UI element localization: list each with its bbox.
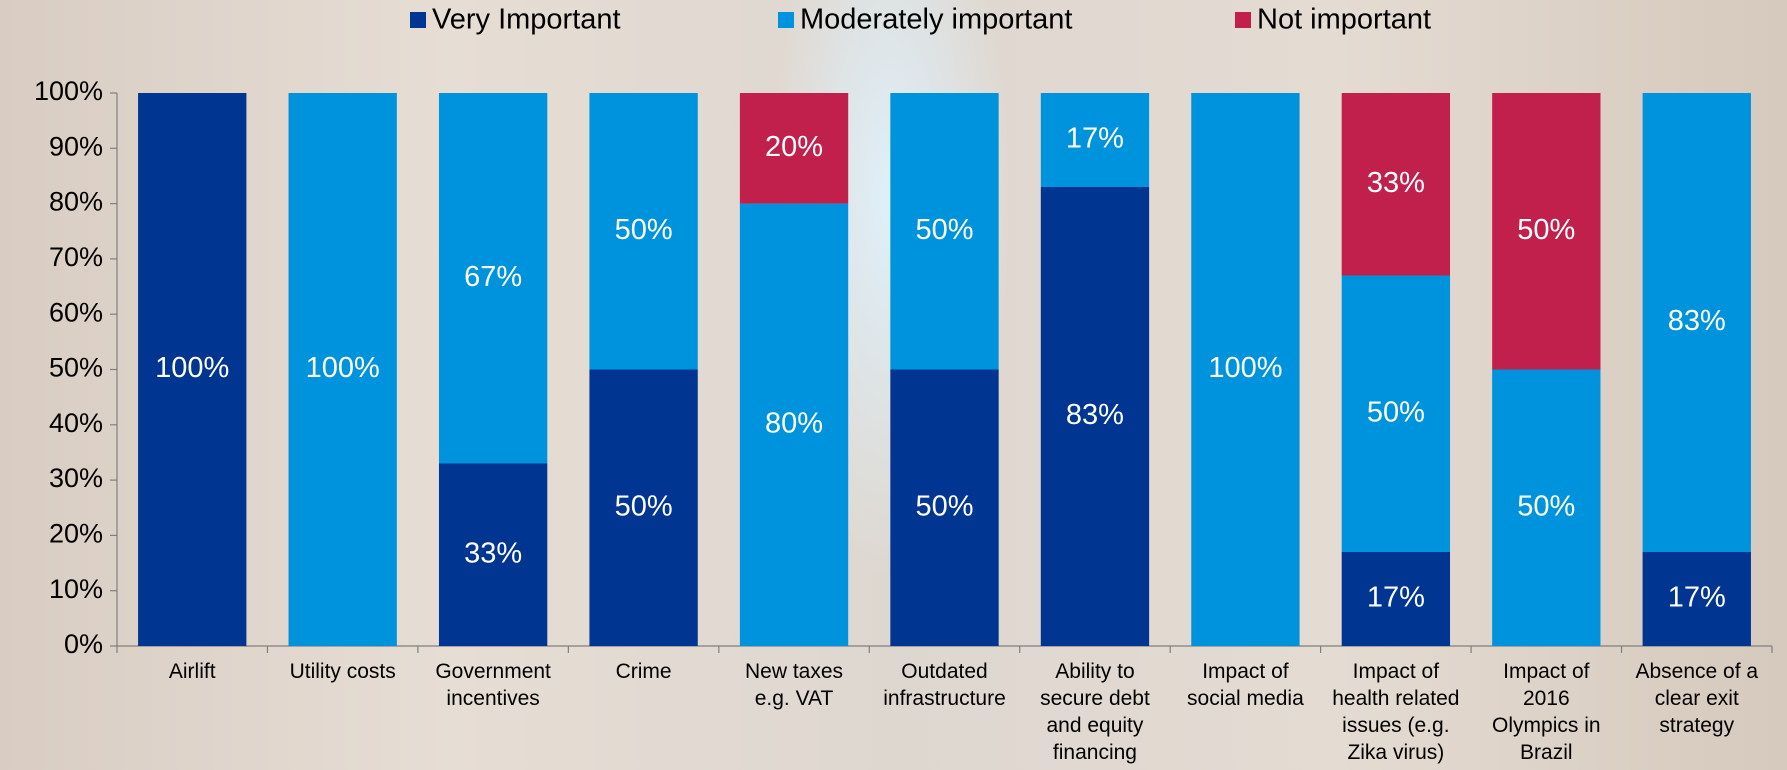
- bar-segment: [1341, 551, 1451, 646]
- data-label: 17%: [1367, 582, 1425, 614]
- bar-segment: [589, 93, 698, 370]
- legend-swatch: [778, 12, 794, 28]
- x-tick-label: Utility costs: [289, 660, 396, 683]
- data-label: 50%: [1367, 396, 1425, 428]
- data-label: 33%: [464, 537, 522, 569]
- x-tick-label: Ability to secure debt and equity financ…: [1040, 660, 1150, 764]
- data-label: 67%: [464, 261, 522, 293]
- bar-segment: [890, 369, 999, 646]
- data-label: 33%: [1367, 167, 1425, 199]
- bar-segment: [1341, 93, 1451, 276]
- y-tick-label: 30%: [49, 463, 103, 493]
- y-tick-label: 0%: [64, 629, 103, 659]
- x-tick-label: Government incentives: [435, 660, 551, 710]
- legend-swatch: [410, 12, 426, 28]
- data-label: 100%: [1208, 352, 1282, 384]
- legend-label: Moderately important: [800, 4, 1072, 36]
- bar-segment: [1341, 275, 1451, 552]
- bar-segment: [739, 203, 849, 646]
- bar-segment: [1492, 93, 1601, 370]
- bar-segment: [890, 93, 999, 370]
- bar-segment: [1492, 369, 1601, 646]
- y-tick-label: 40%: [49, 408, 103, 438]
- data-label: 83%: [1066, 399, 1124, 431]
- bar-segment: [138, 93, 247, 646]
- data-label: 50%: [915, 490, 973, 522]
- y-tick-label: 90%: [49, 131, 103, 161]
- bar-segment: [288, 93, 397, 646]
- data-label: 80%: [765, 407, 823, 439]
- data-label: 17%: [1668, 582, 1726, 614]
- data-label: 17%: [1066, 123, 1124, 155]
- y-tick-label: 100%: [34, 76, 103, 106]
- bar-segment: [1040, 187, 1150, 646]
- bar-segment: [1642, 551, 1751, 646]
- y-tick-label: 10%: [49, 574, 103, 604]
- data-label: 50%: [615, 214, 673, 246]
- data-label: 50%: [1517, 214, 1575, 246]
- data-label: 50%: [615, 490, 673, 522]
- data-label: 100%: [155, 352, 229, 384]
- bar-segment: [1191, 93, 1300, 646]
- bar-segment: [438, 463, 548, 646]
- x-tick-label: New taxes e.g. VAT: [745, 660, 844, 710]
- y-tick-label: 60%: [49, 297, 103, 327]
- data-label: 50%: [1517, 490, 1575, 522]
- y-tick-label: 80%: [49, 187, 103, 217]
- legend-label: Not important: [1257, 4, 1431, 36]
- y-tick-label: 70%: [49, 242, 103, 272]
- x-tick-label: Absence of a clear exit strategy: [1635, 660, 1759, 737]
- legend-label: Very Important: [432, 4, 621, 36]
- bar-segment: [438, 93, 548, 464]
- x-tick-label: Airlift: [168, 660, 216, 683]
- bar-segment: [739, 93, 849, 204]
- x-tick-label: Crime: [615, 660, 672, 683]
- x-tick-label: Impact of 2016 Olympics in Brazil: [1492, 660, 1601, 764]
- y-tick-label: 20%: [49, 519, 103, 549]
- data-label: 20%: [765, 131, 823, 163]
- x-tick-label: Impact of social media: [1187, 660, 1304, 710]
- x-tick-label: Outdated infrastructure: [883, 660, 1006, 710]
- y-tick-label: 50%: [49, 353, 103, 383]
- x-tick-label: Impact of health related issues (e.g. Zi…: [1332, 660, 1460, 764]
- bar-segment: [1040, 93, 1150, 188]
- data-label: 100%: [306, 352, 380, 384]
- bar-segment: [589, 369, 698, 646]
- data-label: 50%: [915, 214, 973, 246]
- legend-swatch: [1235, 12, 1251, 28]
- bar-segment: [1642, 93, 1751, 552]
- data-label: 83%: [1668, 305, 1726, 337]
